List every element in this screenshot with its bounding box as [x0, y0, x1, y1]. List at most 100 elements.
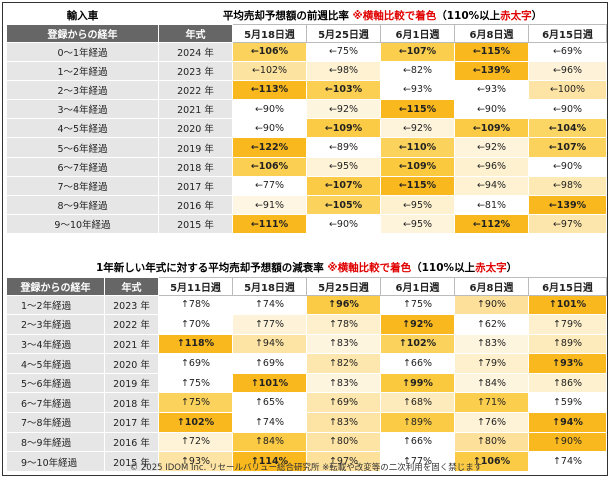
ratio-cell: ←109% — [306, 118, 381, 139]
report-frame — [2, 2, 608, 476]
table-row: 6～7年経過 2018 年 ↑75% ↑65% ↑69% ↑68% ↑71% ↑59% — [6, 392, 608, 414]
ratio-cell: ←98% — [306, 60, 381, 81]
ratio-cell: ←122% — [232, 137, 307, 158]
ratio-cell: ←113% — [232, 79, 307, 101]
table2-title-main: 1年新しい年式に対する平均売却予想額の減衰率 — [95, 262, 324, 275]
year-cell: 2022 年 — [104, 314, 159, 335]
ratio-cell: ←104% — [527, 118, 608, 139]
ratio-cell: ←90% — [232, 99, 307, 120]
ratio-cell: ←93% — [454, 79, 529, 101]
ratio-cell: ←90% — [232, 118, 307, 139]
ratio-cell: ←94% — [454, 175, 529, 197]
ratio-cell: ↑83% — [306, 333, 381, 355]
week-column-header: 5月18日週 — [232, 276, 307, 296]
ratio-cell: ↑71% — [454, 392, 529, 414]
table2-header-row: 登録からの経年 年式 5月11日週 5月18日週 5月25日週 6月1日週 6月8日週 6月1… — [6, 276, 608, 296]
ratio-cell: ↑94% — [527, 412, 608, 433]
ratio-cell: ↑66% — [380, 431, 455, 453]
ratio-cell: ←115% — [380, 175, 455, 197]
age-cell: 4～5年経過 — [6, 353, 105, 374]
ratio-cell: ←90% — [306, 214, 381, 235]
table-row: 9～10年経過 2015 年 ←111% ←90% ←95% ←112% ←97% — [6, 214, 608, 235]
ratio-cell: ←102% — [232, 60, 307, 81]
ratio-cell: ←115% — [454, 41, 529, 62]
year-cell: 2016 年 — [104, 431, 159, 453]
table-row: 4～5年経過 2020 年 ←90% ←109% ←92% ←109% ←104% — [6, 118, 608, 139]
ratio-cell: ↑84% — [454, 372, 529, 394]
ratio-cell: ↑92% — [380, 314, 455, 335]
copyright-footer: © 2025 IDOM Inc. リセールバリュー総合研究所 ※転載や改変等の二… — [129, 463, 483, 473]
table-row: 6～7年経過 2018 年 ←106% ←95% ←109% ←96% ←90% — [6, 156, 608, 177]
ratio-cell: ↑83% — [306, 372, 381, 394]
year-cell: 2021 年 — [158, 99, 233, 120]
week-column-header: 6月15日週 — [527, 23, 608, 43]
ratio-cell: ↑101% — [232, 372, 307, 394]
year-cell: 2022 年 — [158, 79, 233, 101]
table1-title-red: 赤太字 — [500, 10, 532, 23]
ratio-cell: ←95% — [380, 214, 455, 235]
ratio-cell: ←92% — [306, 99, 381, 120]
ratio-cell: ↑78% — [306, 314, 381, 335]
table-row: 2～3年経過 2022 年 ↑70% ↑77% ↑78% ↑92% ↑62% ↑79% — [6, 314, 608, 335]
table-row: 1～2年経過 2023 年 ←102% ←98% ←82% ←139% ←96% — [6, 60, 608, 81]
ratio-cell: ↑90% — [527, 431, 608, 453]
week-column-header: 6月1日週 — [380, 276, 455, 296]
age-cell: 6～7年経過 — [6, 392, 105, 414]
ratio-cell: ↑90% — [454, 294, 529, 316]
table-row: 1～2年経過 2023 年 ↑78% ↑74% ↑96% ↑75% ↑90% ↑101% — [6, 294, 608, 316]
ratio-cell: ↑65% — [232, 392, 307, 414]
ratio-cell: ←97% — [527, 214, 608, 235]
table-row: 8～9年経過 2016 年 ←91% ←105% ←95% ←81% ←139% — [6, 194, 608, 216]
year-cell: 2019 年 — [158, 137, 233, 158]
ratio-cell: ↑84% — [232, 431, 307, 453]
ratio-cell: ↑96% — [306, 294, 381, 316]
age-cell: 2～3年経過 — [6, 314, 105, 335]
age-cell: 0～1年経過 — [6, 41, 159, 62]
ratio-cell: ↑89% — [527, 333, 608, 355]
ratio-cell: ←92% — [454, 137, 529, 158]
table1-header-row: 登録からの経年 年式 5月18日週 5月25日週 6月1日週 6月8日週 6月15日週 — [6, 23, 608, 43]
ratio-cell: ↑80% — [306, 431, 381, 453]
ratio-cell: ↑78% — [158, 294, 233, 316]
year-cell: 2020 年 — [104, 353, 159, 374]
ratio-cell: ↑77% — [232, 314, 307, 335]
ratio-cell: ↑102% — [158, 412, 233, 433]
table2-title-paren-close: ） — [506, 262, 518, 275]
table-row: 0～1年経過 2024 年 ←106% ←75% ←107% ←115% ←69% — [6, 41, 608, 62]
ratio-cell: ←105% — [306, 194, 381, 216]
ratio-cell: ↑101% — [527, 294, 608, 316]
week-column-header: 5月25日週 — [306, 23, 381, 43]
week-column-header: 6月8日週 — [454, 276, 529, 296]
year-cell: 2024 年 — [158, 41, 233, 62]
ratio-cell: ↑79% — [527, 314, 608, 335]
table-row: 9～10年経過 2015 年 ↑93% ↑114% ↑97% ↑77% ↑106% ↑74% — [6, 451, 608, 472]
ratio-cell: ←95% — [380, 194, 455, 216]
ratio-cell: ←90% — [527, 156, 608, 177]
segment-label: 輸入車 — [6, 8, 159, 24]
ratio-cell: ↑74% — [527, 451, 608, 472]
ratio-cell: ←96% — [527, 60, 608, 81]
ratio-cell: ↑59% — [527, 392, 608, 414]
age-cell: 9～10年経過 — [6, 451, 105, 472]
ratio-cell: ←109% — [380, 156, 455, 177]
ratio-cell: ←115% — [380, 99, 455, 120]
ratio-cell: ←98% — [527, 175, 608, 197]
ratio-cell: ↑83% — [306, 412, 381, 433]
ratio-cell: ↑82% — [306, 353, 381, 374]
age-cell: 9～10年経過 — [6, 214, 159, 235]
ratio-cell: ←107% — [527, 137, 608, 158]
age-cell: 8～9年経過 — [6, 431, 105, 453]
ratio-cell: ↑102% — [380, 333, 455, 355]
age-cell: 1～2年経過 — [6, 294, 105, 316]
year-cell: 2020 年 — [158, 118, 233, 139]
ratio-cell: ↑77% — [380, 451, 455, 472]
ratio-cell: ←77% — [232, 175, 307, 197]
age-cell: 6～7年経過 — [6, 156, 159, 177]
ratio-cell: ←106% — [232, 41, 307, 62]
ratio-cell: ↑70% — [158, 314, 233, 335]
ratio-cell: ←95% — [306, 156, 381, 177]
table-row: 8～9年経過 2016 年 ↑72% ↑84% ↑80% ↑66% ↑80% ↑90% — [6, 431, 608, 453]
age-column-header: 登録からの経年 — [6, 276, 105, 296]
year-cell: 2023 年 — [104, 294, 159, 316]
ratio-cell: ↑106% — [454, 451, 529, 472]
